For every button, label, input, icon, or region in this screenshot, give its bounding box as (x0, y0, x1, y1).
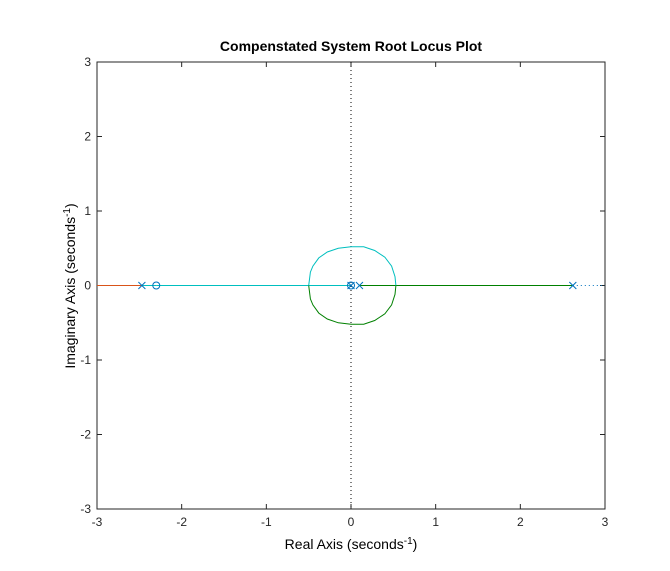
pole-marker (568, 281, 577, 290)
y-tick-group: -3 -2 -1 0 1 2 3 (80, 55, 605, 516)
x-tick-label: 0 (348, 515, 355, 529)
locus-branch (308, 285, 397, 325)
x-tick-label: 1 (432, 515, 439, 529)
zero-marker (152, 281, 161, 290)
pole-marker (355, 281, 364, 290)
y-tick-label: 0 (84, 279, 91, 293)
x-tick-label: 3 (602, 515, 609, 529)
y-axis-label: Imaginary Axis (seconds-1) (62, 203, 78, 368)
pole-marker (138, 281, 146, 290)
x-tick-label: -1 (261, 515, 272, 529)
y-tick-label: 3 (84, 55, 91, 69)
y-tick-label: -1 (80, 353, 91, 367)
x-tick-label: 2 (517, 515, 524, 529)
locus-branch (308, 246, 397, 286)
locus-series-group (97, 246, 605, 325)
x-axis-label: Real Axis (seconds-1) (285, 536, 418, 552)
x-tick-label: -2 (176, 515, 187, 529)
zero-marker (347, 281, 355, 290)
y-tick-label: 1 (84, 204, 91, 218)
y-tick-label: -3 (80, 502, 91, 516)
pole-zero-markers (138, 281, 577, 290)
y-tick-label: -2 (80, 428, 91, 442)
x-tick-label: -3 (92, 515, 103, 529)
y-tick-label: 2 (84, 130, 91, 144)
chart-title: Compenstated System Root Locus Plot (220, 38, 482, 54)
